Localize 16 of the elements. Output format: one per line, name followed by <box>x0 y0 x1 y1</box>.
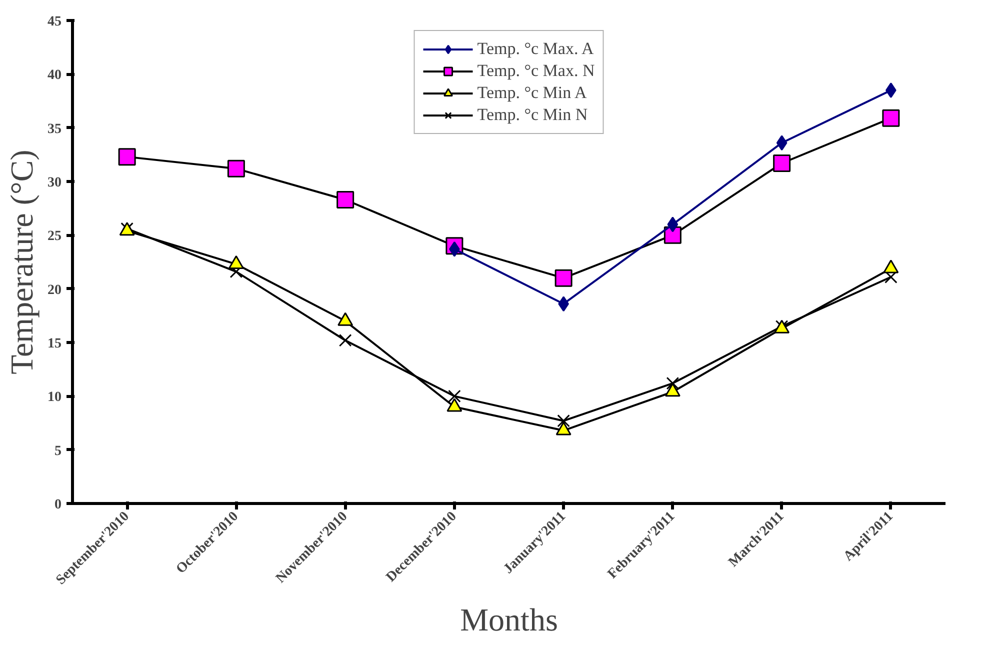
y-tick-label: 25 <box>48 229 62 244</box>
y-tick-label: 40 <box>48 68 62 84</box>
y-axis-title: Temperature (°C) <box>4 150 40 374</box>
y-tick-label: 0 <box>54 498 62 512</box>
y-tick-label: 30 <box>48 176 62 190</box>
legend-label: Temp. °c Min N <box>477 105 588 125</box>
y-tick-label: 35 <box>48 122 62 137</box>
y-tick-label: 10 <box>48 390 62 406</box>
y-tick-label: 45 <box>48 14 62 30</box>
y-tick-label: 20 <box>48 282 62 298</box>
legend-label: Temp. °c Max. A <box>477 39 594 59</box>
x-axis-title: Months <box>460 601 558 638</box>
legend-label: Temp. °c Max. N <box>477 61 595 81</box>
y-tick-label: 5 <box>54 444 62 459</box>
legend-label: Temp. °c Min A <box>477 83 587 103</box>
y-tick-label: 15 <box>48 336 62 352</box>
